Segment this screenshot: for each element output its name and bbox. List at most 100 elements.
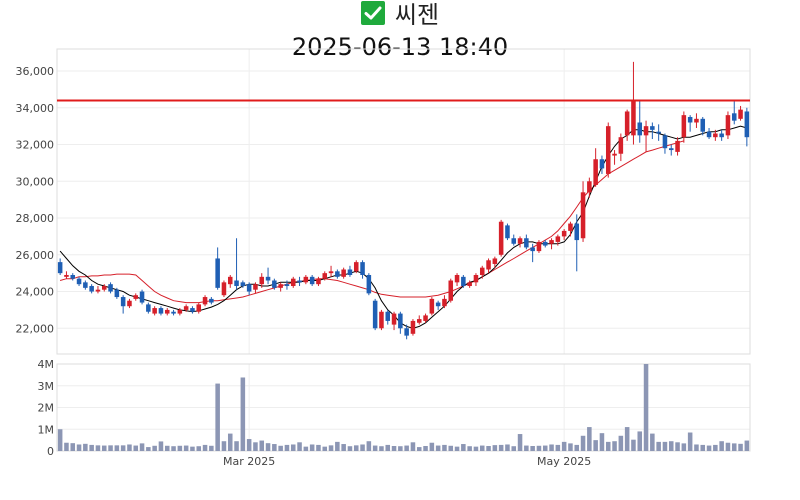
candle-body [479, 267, 485, 275]
candle-body [410, 320, 416, 334]
volume-bar [341, 444, 346, 451]
volume-bar [561, 441, 567, 451]
candle-body [505, 225, 510, 239]
ma20-path [59, 140, 685, 304]
volume-bar [486, 445, 491, 451]
ma20-line [59, 140, 685, 304]
check-mark-icon [360, 1, 385, 25]
candle-body [687, 116, 693, 123]
ma5-path [59, 125, 748, 329]
volume-bar [133, 445, 139, 451]
candle-body [700, 118, 706, 132]
volume-bar [127, 444, 132, 451]
candle-body [517, 238, 523, 244]
volume-bar [435, 445, 441, 451]
volume-bar [467, 446, 472, 451]
volume-tick-label: 2M [38, 402, 55, 415]
volume-bar [473, 446, 479, 451]
candle-body [278, 284, 283, 288]
volume-bar [738, 443, 743, 451]
candle-body [360, 262, 365, 275]
candle-body [561, 230, 567, 237]
volume-bars [57, 364, 750, 451]
volume-bar [687, 432, 693, 451]
volume-bar [410, 442, 416, 451]
x-axis: Mar 2025 May 2025 [223, 455, 591, 468]
candle-body [120, 297, 126, 307]
volume-bar [202, 444, 208, 451]
candle-body [234, 280, 239, 287]
candle-body [404, 328, 409, 336]
volume-bar [694, 444, 699, 451]
candle-body [593, 159, 598, 185]
volume-bar [454, 446, 460, 451]
candle-body [429, 298, 435, 314]
volume-bar [209, 445, 214, 451]
volume-bar [120, 445, 126, 451]
volume-bar [309, 444, 315, 451]
candle-body [398, 313, 403, 329]
stock-name: 씨젠 [394, 1, 440, 29]
volume-bar [76, 444, 82, 451]
candle-body [713, 133, 718, 138]
price-tick-label: 34,000 [16, 102, 55, 115]
candle-body [139, 291, 145, 303]
volume-bar [398, 446, 403, 451]
volume-bar [152, 445, 157, 451]
volume-bar [221, 441, 227, 451]
volume-bar [605, 441, 611, 451]
candle-body [511, 238, 517, 244]
candle-body [643, 126, 649, 136]
candle-body [372, 300, 378, 329]
chart-title: 씨젠 [0, 0, 800, 30]
candle-body [341, 269, 346, 277]
candle-body [89, 286, 94, 292]
volume-bar [190, 446, 195, 451]
candle-body [618, 137, 624, 154]
candle-body [574, 223, 580, 241]
candle-body [158, 308, 164, 314]
candle-body [530, 247, 535, 252]
candle-body [568, 223, 573, 231]
candle-body [706, 131, 712, 138]
volume-bar [171, 446, 176, 451]
candle-body [322, 273, 328, 279]
price-tick-label: 30,000 [16, 175, 55, 188]
candle-body [259, 276, 265, 285]
volume-bar [89, 444, 94, 451]
candle-body [70, 274, 76, 279]
candle-body [215, 258, 220, 288]
candle-body [675, 140, 680, 152]
price-axis: 22,000 24,000 26,000 28,000 30,000 32,000 34,0… [16, 65, 55, 335]
volume-bar [593, 440, 598, 451]
candle-body [536, 241, 542, 252]
candle-body [580, 192, 586, 239]
volume-bar [650, 433, 655, 451]
candle-body [108, 284, 113, 292]
volume-bar [612, 441, 617, 451]
candle-body [391, 313, 397, 325]
volume-bar [423, 445, 428, 451]
volume-bar [524, 445, 529, 451]
candle-body [731, 113, 737, 121]
candle-body [542, 241, 548, 246]
volume-bar [95, 445, 101, 451]
candle-body [57, 262, 63, 274]
volume-bar [744, 440, 750, 451]
candle-body [164, 309, 170, 314]
volume-bar [461, 444, 466, 451]
candle-body [190, 308, 195, 312]
candle-body [284, 284, 290, 287]
candle-body [423, 315, 428, 321]
candle-body [253, 284, 258, 290]
volume-bar [335, 441, 340, 451]
volume-bar [101, 445, 107, 451]
candle-body [435, 302, 441, 307]
volume-bar [158, 441, 164, 451]
candle-body [83, 282, 88, 288]
candle-body [177, 309, 183, 314]
candle-body [366, 274, 372, 294]
candle-body [599, 159, 605, 169]
volume-bar [259, 440, 265, 451]
candle-body [347, 269, 353, 275]
